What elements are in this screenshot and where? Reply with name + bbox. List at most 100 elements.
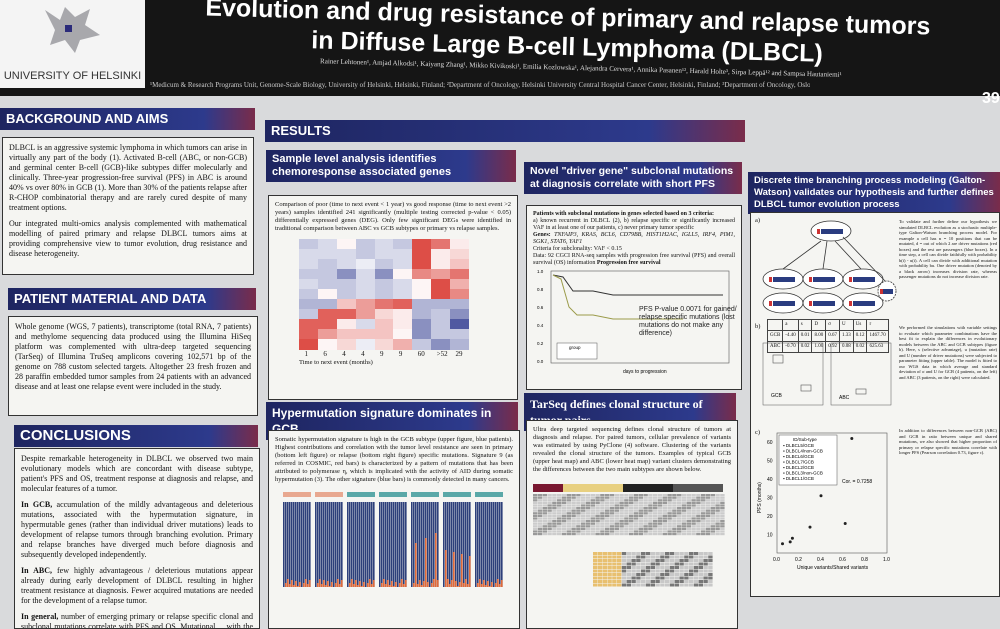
table-cell: U <box>838 319 854 331</box>
clonal-cell <box>566 517 571 520</box>
clonal-cell-abc <box>617 566 622 569</box>
clonal-cell-abc <box>593 583 598 587</box>
clonal-cell <box>581 507 586 510</box>
poster-header <box>0 0 1000 100</box>
clonal-cell <box>571 501 576 504</box>
signature-9-bar <box>479 579 481 587</box>
clonal-cell-abc <box>636 552 641 555</box>
clonal-cell <box>552 499 557 502</box>
clonal-cell <box>590 533 595 536</box>
clonal-cell-abc <box>684 559 689 562</box>
clonal-cell <box>537 514 543 517</box>
clonal-cell <box>619 530 624 533</box>
signature-group-label <box>315 492 343 497</box>
clonal-cell <box>701 514 706 517</box>
clonal-cell <box>672 527 677 530</box>
clonal-cell <box>681 525 687 528</box>
clonal-cell <box>629 520 634 523</box>
clonal-cell-abc <box>641 555 646 559</box>
clonal-cell-abc <box>612 555 617 559</box>
clonal-cell <box>643 520 648 523</box>
clonal-cell <box>552 527 557 530</box>
heatmap-cell <box>412 309 432 320</box>
clonal-cell <box>619 525 624 528</box>
signature-bar <box>391 502 393 587</box>
signature-bar <box>329 502 331 587</box>
clonal-cell <box>557 512 562 515</box>
clonal-cell <box>672 496 677 499</box>
signature-group-label <box>283 492 311 497</box>
signature-bar <box>493 502 495 587</box>
heatmap-cell <box>299 299 319 310</box>
signature-9-bar <box>499 584 501 587</box>
clonal-cell <box>585 507 591 510</box>
clonal-cell <box>643 517 648 520</box>
heatmap-cell <box>374 339 394 350</box>
signature-bar <box>301 502 303 587</box>
signature-9-bar <box>451 580 453 587</box>
heatmap-cell <box>393 299 413 310</box>
clonal-cell-abc <box>636 566 641 569</box>
clonal-cell <box>533 530 538 533</box>
clonal-cell <box>561 499 567 502</box>
clonal-cell <box>691 501 696 504</box>
clonal-cell <box>571 522 576 525</box>
clonal-cell-abc <box>631 566 636 569</box>
signature-bar <box>451 502 453 587</box>
clonal-cell-abc <box>698 573 703 576</box>
clonal-cell <box>542 522 547 525</box>
clonal-cell <box>542 507 547 510</box>
clonal-cell <box>595 514 600 517</box>
clonal-cell-abc <box>665 552 670 555</box>
clonal-cell <box>595 509 600 512</box>
clonal-cell <box>581 530 586 533</box>
clonal-cell <box>720 501 725 504</box>
clonal-cell <box>624 530 629 533</box>
clonal-cell <box>605 522 610 525</box>
clonal-cell <box>547 512 552 515</box>
clonal-cell <box>710 512 715 515</box>
clonal-cell <box>547 499 552 502</box>
clonal-cell <box>657 517 663 520</box>
heatmap-cell <box>299 269 319 280</box>
clonal-cell <box>609 514 615 517</box>
clonal-cell-abc <box>626 583 631 587</box>
x-tick: 0.4 <box>817 557 824 563</box>
clonal-cell-abc <box>645 566 651 569</box>
board-number: 39 <box>982 90 1000 107</box>
heatmap-cell <box>393 249 413 260</box>
heatmap-cell <box>336 319 357 330</box>
clonal-cell-abc <box>631 559 636 562</box>
clonal-cell <box>667 530 672 533</box>
clonal-cell <box>672 517 677 520</box>
driver-box: Patients with subclonal mutations in gen… <box>526 205 742 390</box>
clonal-cell <box>629 501 634 504</box>
clonal-cell <box>672 520 677 523</box>
signature-bar <box>383 502 385 587</box>
clonal-cell-abc <box>602 580 607 583</box>
clonal-cell <box>629 499 634 502</box>
clonal-cell <box>696 509 701 512</box>
clonal-cell-abc <box>597 580 603 583</box>
clonal-cell <box>672 530 677 533</box>
signature-9-bar <box>297 586 299 587</box>
clonal-cell <box>605 512 610 515</box>
clonal-cell-abc <box>679 583 684 587</box>
heatmap-cell <box>317 289 338 300</box>
clonal-cell <box>576 504 581 507</box>
clonal-cell-abc <box>612 573 617 576</box>
clonal-cell-abc <box>703 555 708 559</box>
clonal-cell <box>629 507 634 510</box>
clonal-cell-abc <box>650 580 655 583</box>
clonal-cell <box>667 522 672 525</box>
signature-9-bar <box>303 583 305 587</box>
clonal-cell <box>585 499 591 502</box>
clonal-cell <box>633 527 639 530</box>
clonal-cell-abc <box>698 566 703 569</box>
patient-box: Whole genome (WGS, 7 patients), transcri… <box>8 316 258 416</box>
clonal-cell <box>581 520 586 523</box>
clonal-cell <box>710 520 715 523</box>
clonal-cell-abc <box>617 559 622 562</box>
clonal-cell-abc <box>679 580 684 583</box>
clonal-cell <box>662 520 667 523</box>
